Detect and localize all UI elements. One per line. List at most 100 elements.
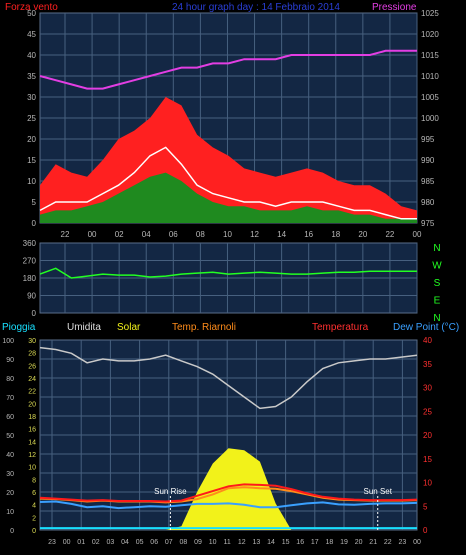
- temp-tick-label: 5: [423, 502, 428, 511]
- humidity-tick-label: 10: [6, 509, 14, 516]
- meteo-x-tick-label: 23: [399, 539, 407, 546]
- temp-tick-label: 20: [423, 431, 432, 440]
- meteo-x-tick-label: 12: [238, 539, 246, 546]
- solar-tick-label: 22: [28, 389, 36, 396]
- wind-tick-label: 30: [27, 93, 36, 102]
- meteo-x-tick-label: 04: [121, 539, 129, 546]
- meteo-x-tick-label: 03: [107, 539, 115, 546]
- wind-x-tick-label: 22: [385, 230, 394, 239]
- meteo-x-tick-label: 11: [224, 539, 231, 546]
- wind-direction-line: [39, 267, 417, 279]
- meteo-x-tick-label: 16: [296, 539, 304, 546]
- wind-x-tick-label: 02: [115, 230, 124, 239]
- meteo-x-tick-label: 10: [209, 539, 217, 546]
- solar-tick-label: 18: [28, 414, 36, 421]
- temp-tick-label: 30: [423, 384, 432, 393]
- meteo-x-tick-label: 00: [413, 539, 421, 546]
- wind-tick-label: 40: [27, 51, 36, 60]
- meteo-x-tick-label: 08: [180, 539, 188, 546]
- direction-tick-label: 90: [27, 292, 36, 301]
- humidity-tick-label: 20: [6, 490, 14, 497]
- meteo-x-tick-label: 23: [48, 539, 56, 546]
- pressure-tick-label: 995: [421, 135, 435, 144]
- solar-tick-label: 16: [28, 427, 36, 434]
- humidity-line: [39, 346, 418, 410]
- pressure-tick-label: 980: [421, 198, 435, 207]
- meteo-x-tick-label: 14: [267, 539, 275, 546]
- temperature-line: [39, 483, 418, 503]
- wind-x-tick-label: 04: [142, 230, 151, 239]
- sunset-label: Sun Set: [363, 487, 392, 496]
- meteo-axes: 0102030405060708090100024681012141618202…: [2, 336, 432, 546]
- wind-tick-label: 50: [27, 9, 36, 18]
- sunrise-label: Sun Rise: [154, 487, 187, 496]
- wind-x-tick-label: 10: [223, 230, 232, 239]
- wind-x-tick-label: 00: [88, 230, 97, 239]
- wind-panel-title: Forza vento: [5, 2, 58, 13]
- temp-tick-label: 40: [423, 336, 432, 345]
- direction-grid: [40, 243, 418, 313]
- wind-axes: 0510152025303540455097598098599099510001…: [27, 9, 439, 239]
- temp-tick-label: 35: [423, 360, 432, 369]
- direction-tick-label: 270: [23, 257, 37, 266]
- compass-label: W: [432, 261, 442, 272]
- solar-tick-label: 30: [28, 338, 36, 345]
- pressure-line: [39, 49, 417, 90]
- legend-rain: Pioggia: [2, 322, 36, 333]
- meteo-x-tick-label: 00: [63, 539, 71, 546]
- humidity-tick-label: 50: [6, 433, 14, 440]
- meteo-x-tick-label: 09: [194, 539, 202, 546]
- wind-tick-label: 5: [32, 198, 37, 207]
- meteo-x-tick-label: 07: [165, 539, 173, 546]
- direction-tick-label: 0: [32, 309, 37, 318]
- wind-average-area: [40, 172, 417, 223]
- wind-tick-label: 35: [27, 72, 36, 81]
- compass-label: N: [433, 243, 440, 254]
- wind-x-tick-label: 20: [358, 230, 367, 239]
- wind-tick-label: 20: [27, 135, 36, 144]
- pressure-tick-label: 1025: [421, 9, 439, 18]
- temp-tick-label: 0: [423, 526, 428, 535]
- humidity-tick-label: 60: [6, 414, 14, 421]
- pressure-tick-label: 1005: [421, 93, 439, 102]
- wind-x-tick-label: 18: [331, 230, 340, 239]
- legend-humidity: Umidita: [67, 322, 101, 333]
- meteo-x-tick-label: 20: [355, 539, 363, 546]
- meteo-series: Sun Rise Sun Set: [39, 346, 418, 530]
- pressure-label: Pressione: [372, 2, 417, 13]
- dew-point-line: [39, 500, 418, 510]
- humidity-tick-label: 80: [6, 376, 14, 383]
- temp-tick-label: 25: [423, 407, 432, 416]
- wind-tick-label: 0: [32, 219, 37, 228]
- compass-label: N: [433, 313, 440, 324]
- humidity-tick-label: 70: [6, 395, 14, 402]
- wind-x-tick-label: 14: [277, 230, 286, 239]
- wind-x-tick-label: 00: [413, 230, 422, 239]
- pressure-tick-label: 985: [421, 177, 435, 186]
- pressure-tick-label: 1010: [421, 72, 439, 81]
- pressure-tick-label: 1000: [421, 114, 439, 123]
- wind-series: [39, 49, 417, 223]
- solar-tick-label: 8: [32, 477, 36, 484]
- meteo-x-tick-label: 17: [311, 539, 319, 546]
- meteo-x-tick-label: 15: [282, 539, 290, 546]
- pressure-tick-label: 1020: [421, 30, 439, 39]
- solar-tick-label: 28: [28, 351, 36, 358]
- meteo-x-tick-label: 05: [136, 539, 144, 546]
- wind-x-tick-label: 22: [61, 230, 70, 239]
- solar-tick-label: 20: [28, 401, 36, 408]
- humidity-tick-label: 30: [6, 471, 14, 478]
- wind-gust-line: [39, 146, 417, 220]
- solar-tick-label: 6: [32, 490, 36, 497]
- solar-tick-label: 0: [32, 528, 36, 535]
- humidity-tick-label: 100: [2, 338, 14, 345]
- wind-tick-label: 25: [27, 114, 36, 123]
- pressure-tick-label: 975: [421, 219, 435, 228]
- legend-solar: Solar: [117, 322, 141, 333]
- humidity-tick-label: 40: [6, 452, 14, 459]
- compass-label: S: [434, 278, 441, 289]
- compass-label: E: [434, 296, 441, 307]
- direction-tick-label: 180: [23, 274, 37, 283]
- wind-tick-label: 10: [27, 177, 36, 186]
